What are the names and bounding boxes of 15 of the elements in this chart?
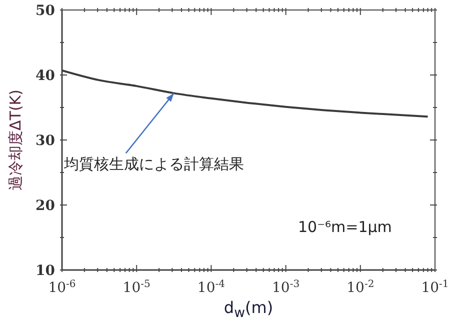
- x-tick-label: 10$^{-4}$: [197, 278, 225, 296]
- y-tick-label: 40: [36, 68, 56, 84]
- y-tick-label: 50: [36, 3, 56, 19]
- y-axis-title: 過冷却度ΔT(K): [6, 90, 26, 190]
- annotation: 10⁻⁶m=1μm: [298, 218, 392, 236]
- x-tick-label: 10$^{-1}$: [421, 278, 449, 296]
- x-tick-label: 10$^{-3}$: [272, 278, 300, 296]
- annotation: 均質核生成による計算結果: [62, 155, 244, 174]
- y-tick-label: 10: [36, 263, 56, 279]
- x-tick-label: 10$^{-5}$: [122, 278, 150, 296]
- x-axis-title: d$_{w}$(m): [222, 298, 274, 322]
- y-tick-label: 30: [36, 133, 56, 149]
- x-tick-label: 10$^{-2}$: [346, 278, 374, 296]
- y-tick-label: 20: [36, 198, 56, 214]
- x-tick-label: 10$^{-6}$: [48, 278, 76, 296]
